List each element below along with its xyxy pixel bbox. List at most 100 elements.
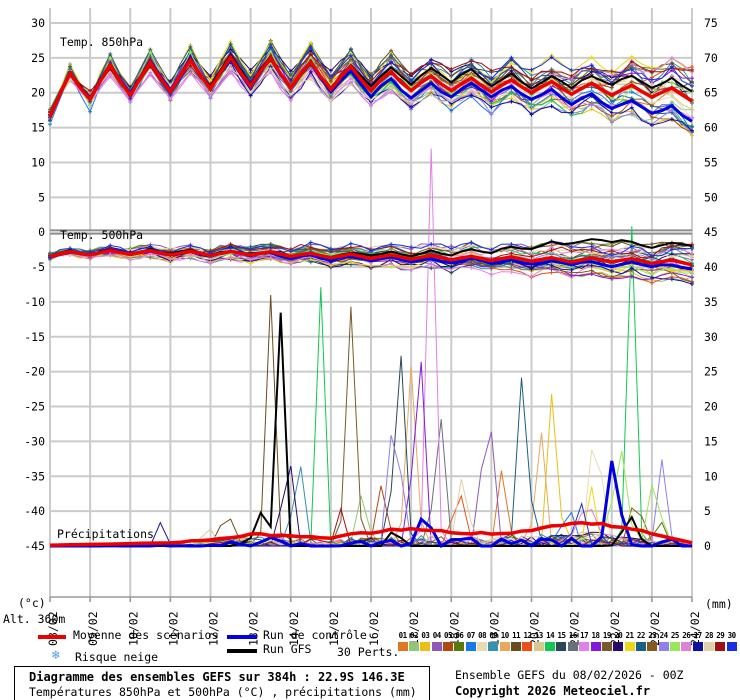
svg-text:21/02: 21/02 — [568, 611, 582, 646]
pert-cell: 20 — [613, 631, 624, 651]
pert-cell: 22 — [635, 631, 646, 651]
svg-text:-45: -45 — [24, 539, 45, 553]
pert-number: 03 — [421, 631, 430, 640]
run-info: Ensemble GEFS du 08/02/2026 - 00Z — [455, 668, 684, 682]
pert-cell: 30 — [726, 631, 737, 651]
svg-text:-30: -30 — [24, 434, 45, 448]
svg-text:-25: -25 — [24, 400, 45, 414]
pert-color-swatch — [726, 642, 737, 651]
pert-number: 18 — [591, 631, 601, 640]
svg-text:75: 75 — [704, 16, 718, 30]
pert-cell: 25 — [669, 631, 680, 651]
legend-mean-label: Moyenne des scénarios — [73, 628, 219, 642]
svg-text:18/02: 18/02 — [447, 611, 461, 646]
pert-cell: 09 — [488, 631, 499, 651]
legend-control-label: Run de contrôle — [263, 628, 367, 642]
pert-cell: 07 — [465, 631, 476, 651]
svg-text:65: 65 — [704, 86, 718, 100]
pert-cell: 29 — [715, 631, 726, 651]
pert-color-swatch — [658, 642, 669, 651]
svg-text:14/02: 14/02 — [287, 611, 301, 646]
pert-cell: 03 — [420, 631, 431, 651]
svg-text:45: 45 — [704, 225, 718, 239]
svg-text:24/02: 24/02 — [688, 611, 702, 646]
right-axis-unit-label: (mm) — [705, 597, 733, 611]
svg-text:20/02: 20/02 — [528, 611, 542, 646]
svg-text:-20: -20 — [24, 365, 45, 379]
svg-text:60: 60 — [704, 121, 718, 135]
pert-number: 13 — [534, 631, 544, 640]
pert-cell: 08 — [476, 631, 488, 651]
pert-cell: 23 — [647, 631, 658, 651]
pert-number: 28 — [704, 631, 714, 640]
pert-number: 29 — [716, 631, 725, 640]
pert-cell: 27 — [692, 631, 703, 651]
pert-number: 27 — [693, 631, 703, 640]
svg-text:23/02: 23/02 — [648, 611, 662, 646]
pert-number: 02 — [410, 631, 419, 640]
chart-title: Diagramme des ensembles GEFS sur 384h : … — [29, 670, 405, 684]
svg-text:-15: -15 — [24, 330, 45, 344]
left-axis-unit-label: (°c) — [18, 596, 46, 610]
svg-text:10: 10 — [704, 469, 718, 483]
svg-text:40: 40 — [704, 260, 718, 274]
pert-cell: 14 — [544, 631, 556, 651]
pert-cell: 11 — [510, 631, 522, 651]
altitude-label: Alt. 360m — [3, 612, 66, 626]
pert-color-swatch — [431, 642, 442, 651]
pert-color-swatch — [511, 642, 522, 651]
pert-cell: 28 — [703, 631, 714, 651]
pert-cell: 02 — [408, 631, 420, 651]
svg-text:25: 25 — [704, 365, 718, 379]
pert-color-swatch — [715, 642, 726, 651]
perturbation-color-bar: 01 02 03 04 05 06 07 08 09 10 11 12 13 14 15 16 17 18 19 20… — [397, 631, 737, 651]
legend-gfs-swatch — [227, 649, 257, 653]
pert-cell: 26 — [681, 631, 692, 651]
pert-number: 19 — [602, 631, 612, 640]
pert-number: 04 — [432, 631, 442, 640]
pert-number: 17 — [580, 631, 589, 640]
pert-cell: 19 — [601, 631, 612, 651]
svg-text:11/02: 11/02 — [166, 611, 180, 646]
svg-text:70: 70 — [704, 51, 718, 65]
panel-label-t850: Temp. 850hPa — [60, 35, 144, 49]
pert-number: 22 — [636, 631, 646, 640]
pert-color-swatch — [465, 642, 476, 651]
svg-text:-35: -35 — [24, 469, 45, 483]
svg-text:16/02: 16/02 — [367, 611, 381, 646]
svg-text:10/02: 10/02 — [126, 611, 140, 646]
pert-number: 14 — [546, 631, 555, 640]
pert-cell: 18 — [590, 631, 601, 651]
pert-cell: 17 — [579, 631, 590, 651]
pert-number: 16 — [568, 631, 578, 640]
pert-cell: 06 — [454, 631, 465, 651]
pert-cell: 15 — [556, 631, 567, 651]
pert-cell: 24 — [658, 631, 669, 651]
pert-number: 11 — [512, 631, 521, 640]
svg-text:50: 50 — [704, 190, 718, 204]
pert-number: 25 — [670, 631, 680, 640]
pert-color-swatch — [703, 642, 714, 651]
pert-color-swatch — [579, 642, 590, 651]
svg-text:25: 25 — [31, 51, 45, 65]
pert-number: 12 — [523, 631, 532, 640]
pert-number: 15 — [557, 631, 566, 640]
pert-number: 21 — [625, 631, 635, 640]
snowflake-icon: ❄ — [52, 648, 60, 663]
title-box: Diagramme des ensembles GEFS sur 384h : … — [14, 666, 430, 700]
pert-color-swatch — [692, 642, 703, 651]
pert-cell: 10 — [499, 631, 510, 651]
svg-text:5: 5 — [38, 190, 45, 204]
svg-text:09/02: 09/02 — [86, 611, 100, 646]
pert-color-swatch — [635, 642, 646, 651]
ensemble-chart-svg: 302520151050-5-10-15-20-25-30-35-40-4575… — [24, 8, 718, 646]
svg-text:20: 20 — [704, 400, 718, 414]
pert-number: 23 — [648, 631, 657, 640]
pert-color-swatch — [420, 642, 431, 651]
pert-color-swatch — [624, 642, 635, 651]
legend-snow-label: Risque neige — [75, 650, 159, 664]
pert-color-swatch — [567, 642, 578, 651]
pert-color-swatch — [397, 642, 408, 651]
pert-number: 09 — [489, 631, 498, 640]
svg-text:13/02: 13/02 — [247, 611, 261, 646]
